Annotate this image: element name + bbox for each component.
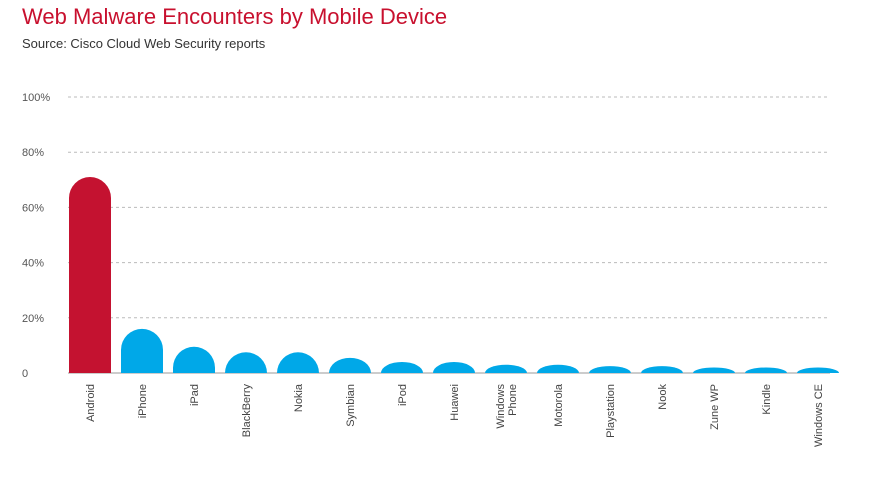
- y-tick-label: 80%: [22, 147, 44, 159]
- bar-symbian: [329, 357, 371, 373]
- x-category-label: Huawei: [449, 384, 461, 421]
- bar-zune-wp: [693, 367, 735, 373]
- x-category-label: iPad: [189, 384, 201, 406]
- gridlines: [68, 96, 830, 374]
- x-category-label: Kindle: [761, 384, 773, 415]
- bar-kindle: [745, 367, 787, 373]
- x-category-label: iPod: [397, 384, 409, 406]
- x-category-label: BlackBerry: [241, 384, 253, 438]
- x-category-label: Playstation: [605, 384, 617, 438]
- bar-motorola: [537, 364, 579, 373]
- bar-windows-ce: [797, 367, 839, 373]
- y-tick-label: 100%: [22, 92, 50, 104]
- bar-huawei: [433, 361, 475, 373]
- bar-nokia: [277, 352, 319, 373]
- y-tick-label: 60%: [22, 202, 44, 214]
- x-category-label: Phone: [507, 384, 519, 416]
- chart-title: Web Malware Encounters by Mobile Device: [22, 4, 448, 29]
- x-category-label: Nook: [657, 384, 669, 410]
- x-category-label: iPhone: [137, 384, 149, 418]
- chart-subtitle: Source: Cisco Cloud Web Security reports: [22, 36, 266, 51]
- bar-windows-phone: [485, 364, 527, 373]
- y-axis-ticks: 0 20% 40% 60% 80% 100%: [22, 92, 50, 380]
- x-category-label: Nokia: [293, 383, 305, 412]
- x-category-label: Zune WP: [709, 384, 721, 430]
- bar-playstation: [589, 366, 631, 373]
- x-category-label: Windows CE: [813, 384, 825, 447]
- bar-ipod: [381, 361, 423, 373]
- y-tick-label: 0: [22, 368, 28, 380]
- x-category-label: Symbian: [345, 384, 357, 427]
- bar-iphone: [121, 328, 163, 373]
- bars: [69, 177, 839, 373]
- y-tick-label: 20%: [22, 313, 44, 325]
- x-axis-labels: Android iPhone iPad BlackBerry Nokia Symbian i…: [85, 383, 825, 447]
- x-category-label: Motorola: [553, 383, 565, 427]
- bar-android: [69, 177, 111, 373]
- bar-blackberry: [225, 352, 267, 373]
- bar-ipad: [173, 346, 215, 373]
- bar-nook: [641, 366, 683, 373]
- x-category-label: Windows: [495, 384, 507, 429]
- y-tick-label: 40%: [22, 258, 44, 270]
- x-category-label: Android: [85, 384, 97, 422]
